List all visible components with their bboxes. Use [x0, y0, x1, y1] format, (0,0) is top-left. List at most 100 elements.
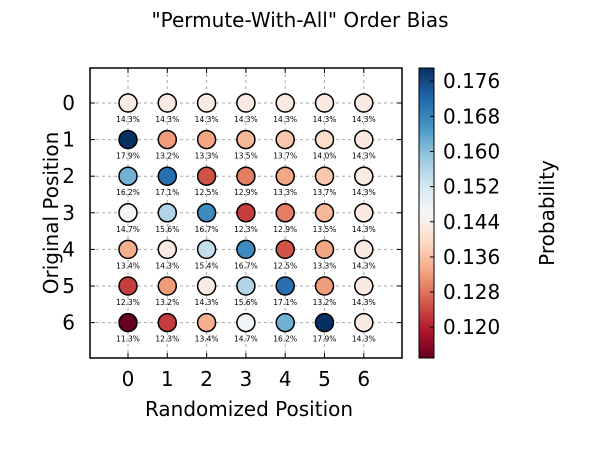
- cell-circle: [275, 239, 295, 260]
- x-tick-label: 6: [357, 367, 370, 391]
- cell-circle: [314, 312, 335, 333]
- cell-circle: [314, 239, 335, 260]
- cell-circle: [118, 203, 138, 223]
- cell-circle: [118, 166, 138, 186]
- cell-circle: [275, 312, 295, 333]
- cell-label: 16.2%: [116, 188, 140, 197]
- cell-label: 14.3%: [116, 115, 140, 124]
- cell-circle: [236, 129, 256, 150]
- cell-label: 12.9%: [234, 188, 258, 197]
- cell-circle: [314, 129, 335, 150]
- cell-label: 15.6%: [155, 225, 179, 234]
- cell-label: 14.3%: [195, 115, 219, 124]
- cell-circle: [354, 203, 374, 223]
- cell-label: 14.3%: [352, 261, 376, 270]
- colorbar-tick-label: 0.176: [443, 69, 500, 93]
- cell-label: 12.9%: [273, 225, 297, 234]
- cell-circle: [157, 239, 178, 260]
- cell-circle: [196, 276, 217, 296]
- cell-label: 13.3%: [273, 188, 297, 197]
- cell-label: 12.5%: [273, 261, 297, 270]
- cell-label: 13.2%: [313, 298, 337, 307]
- cell-label: 16.7%: [195, 225, 219, 234]
- cell-label: 12.3%: [155, 335, 179, 344]
- cell-label: 11.3%: [116, 335, 140, 344]
- colorbar-tick-label: 0.160: [443, 139, 500, 163]
- cell-circle: [157, 276, 178, 296]
- cell-circle: [354, 93, 374, 113]
- x-axis-label: Randomized Position: [145, 397, 353, 421]
- cell-circle: [196, 203, 217, 223]
- cell-label: 14.3%: [155, 115, 179, 124]
- cell-label: 17.1%: [273, 298, 297, 307]
- x-tick-label: 1: [161, 367, 174, 391]
- cell-circle: [354, 276, 374, 296]
- y-tick-label: 5: [62, 274, 75, 298]
- colorbar-ticks: 0.120 0.128 0.136 0.144 0.152 0.160 0.168 0.176: [430, 69, 500, 339]
- cell-label: 14.3%: [352, 115, 376, 124]
- cell-circle: [196, 129, 217, 150]
- cell-circle: [157, 129, 178, 150]
- cell-circle: [236, 93, 256, 113]
- cell-label: 16.2%: [273, 335, 297, 344]
- cell-circle: [157, 93, 178, 113]
- y-tick-label: 0: [62, 91, 75, 115]
- x-tick-label: 5: [318, 367, 331, 391]
- cell-label: 14.7%: [234, 335, 258, 344]
- cell-circle: [314, 203, 335, 223]
- x-tick-label: 2: [200, 367, 213, 391]
- cell-label: 14.3%: [313, 115, 337, 124]
- x-tick-label: 3: [240, 367, 253, 391]
- colorbar-tick-label: 0.120: [443, 315, 500, 339]
- cell-circle: [275, 93, 295, 113]
- cell-circle: [314, 276, 335, 296]
- cell-circle: [118, 276, 138, 296]
- cell-label: 15.4%: [195, 261, 219, 270]
- colorbar-label: Probability: [535, 160, 559, 266]
- y-tick-label: 2: [62, 164, 75, 188]
- cell-circle: [157, 312, 178, 333]
- y-axis-ticks: 0 1 2 3 4 5 6: [62, 91, 402, 335]
- cell-circle: [236, 312, 256, 333]
- cell-label: 17.1%: [155, 188, 179, 197]
- cell-label: 14.3%: [352, 225, 376, 234]
- cell-label: 13.7%: [313, 188, 337, 197]
- cell-label: 14.3%: [352, 335, 376, 344]
- cell-circle: [118, 312, 138, 333]
- cell-label: 14.3%: [352, 152, 376, 161]
- cell-circle: [196, 166, 217, 186]
- cell-circle: [354, 166, 374, 186]
- cell-label: 13.2%: [155, 298, 179, 307]
- cell-circle: [196, 239, 217, 260]
- cell-label: 14.0%: [313, 152, 337, 161]
- colorbar-tick-label: 0.168: [443, 104, 500, 128]
- cell-label: 17.9%: [116, 152, 140, 161]
- cell-label: 12.3%: [116, 298, 140, 307]
- x-tick-label: 0: [122, 367, 135, 391]
- y-axis-label: Original Position: [39, 132, 63, 295]
- x-tick-label: 4: [279, 367, 292, 391]
- cell-circle: [157, 166, 178, 186]
- cell-label: 13.3%: [195, 152, 219, 161]
- cell-label: 13.7%: [273, 152, 297, 161]
- y-tick-label: 1: [62, 128, 75, 152]
- cell-circle: [196, 312, 217, 333]
- cell-label: 13.2%: [155, 152, 179, 161]
- cell-label: 13.4%: [116, 261, 140, 270]
- cell-circle: [275, 129, 295, 150]
- y-tick-label: 6: [62, 311, 75, 335]
- cell-label: 13.5%: [313, 225, 337, 234]
- cell-label: 14.7%: [116, 225, 140, 234]
- cell-circle: [275, 166, 295, 186]
- cell-label: 16.7%: [234, 261, 258, 270]
- colorbar-tick-label: 0.152: [443, 175, 500, 199]
- cell-circle: [236, 203, 256, 223]
- plot-cells: 14.3% 14.3% 14.3% 14.3% 14.3% 14.3% 14.3% 17.9%…: [116, 93, 376, 344]
- cell-label: 17.9%: [313, 335, 337, 344]
- cell-label: 13.3%: [313, 261, 337, 270]
- colorbar-tick-label: 0.136: [443, 245, 500, 269]
- cell-circle: [196, 93, 217, 113]
- cell-circle: [157, 203, 178, 223]
- cell-label: 14.3%: [352, 298, 376, 307]
